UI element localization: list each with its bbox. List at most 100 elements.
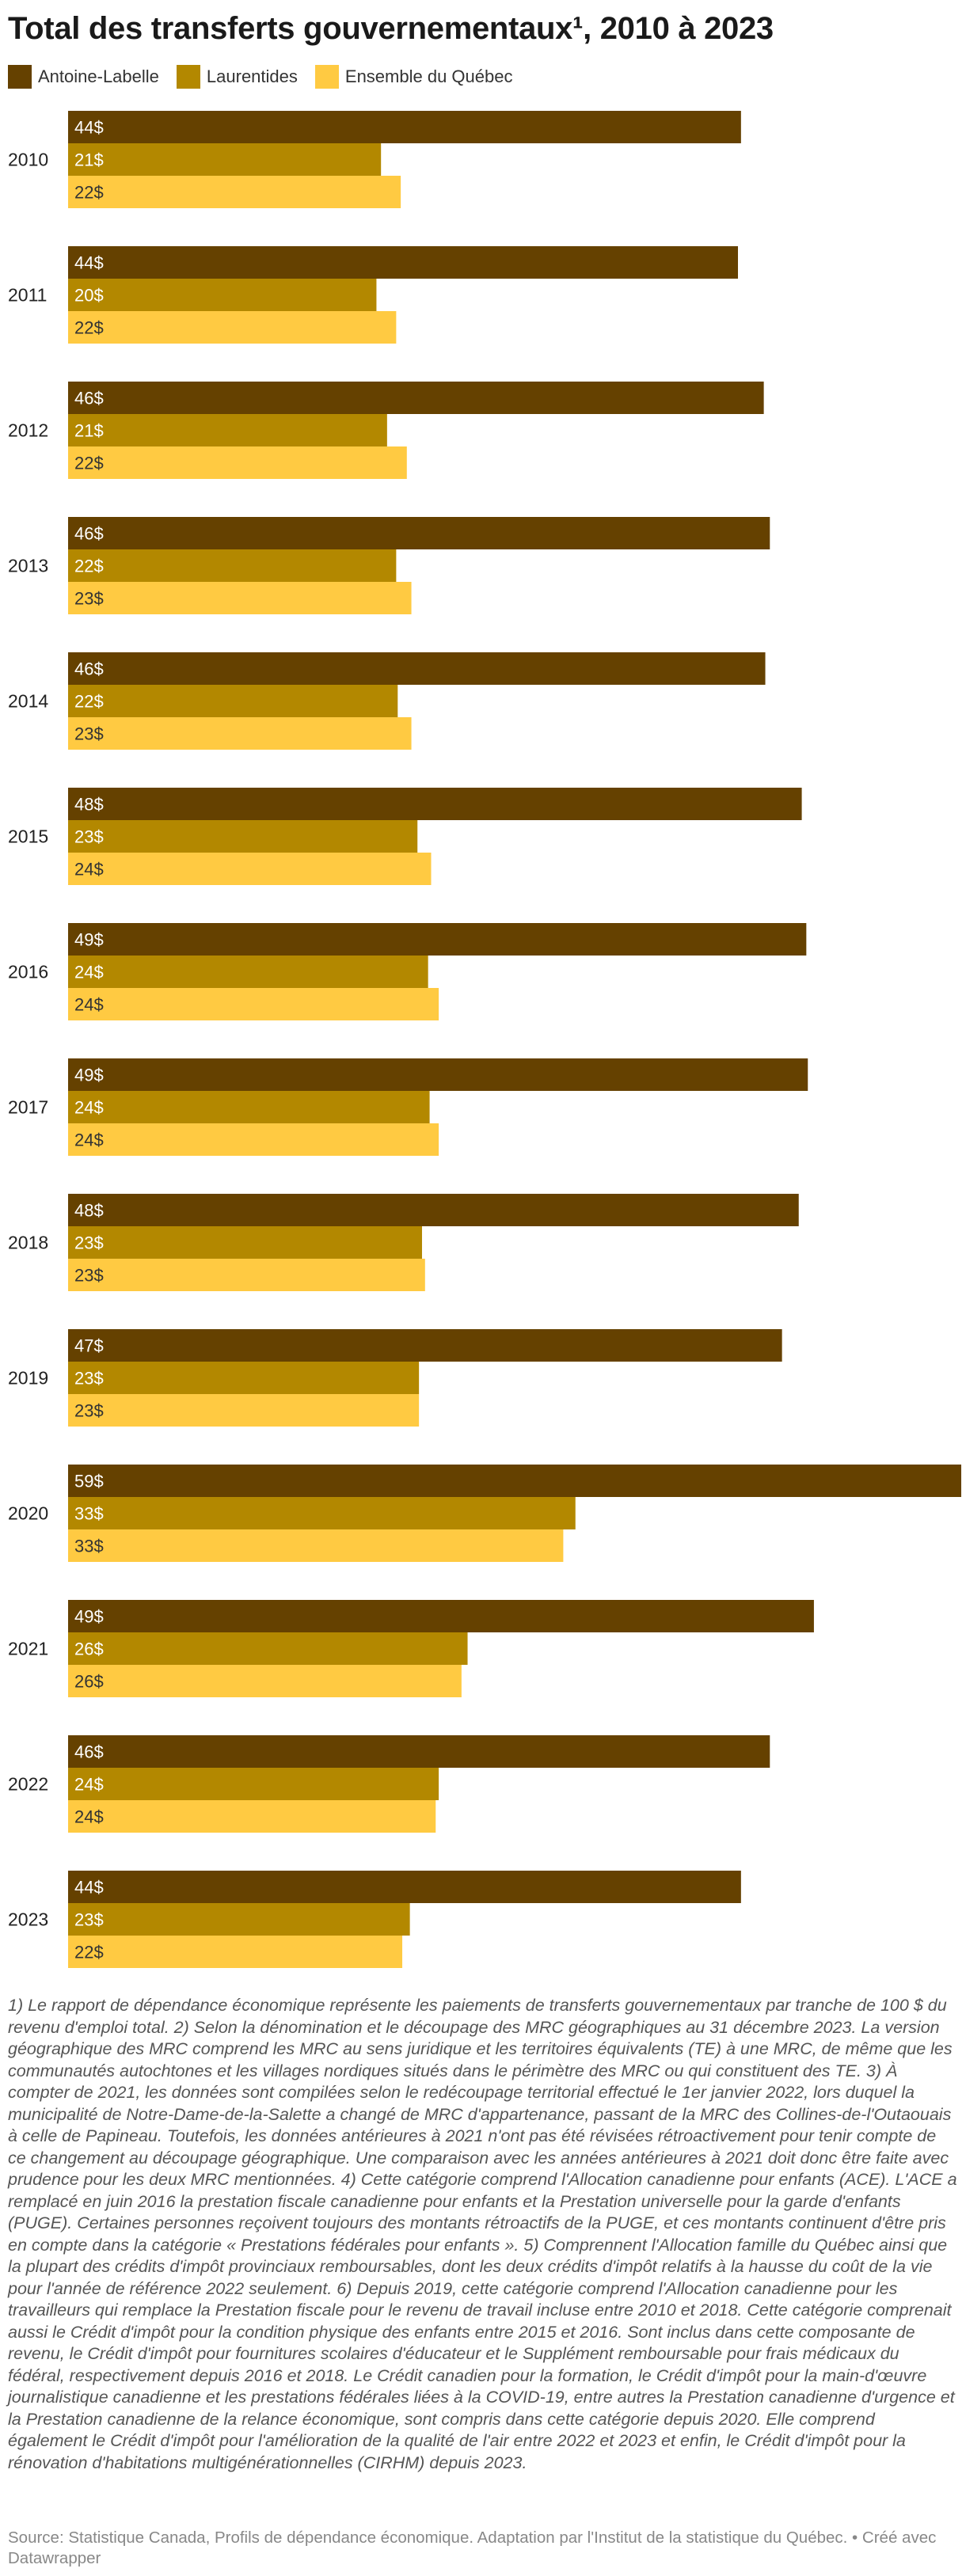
bar-ensemble-du-quebec-2019	[68, 1394, 420, 1427]
value-label-laurentides-2012: 21$	[74, 421, 104, 441]
value-label-laurentides-2010: 21$	[74, 150, 104, 170]
bar-laurentides-2018	[68, 1226, 422, 1259]
value-label-antoine-labelle-2023: 44$	[74, 1878, 104, 1898]
value-label-ensemble-du-quebec-2013: 23$	[74, 589, 104, 609]
value-label-antoine-labelle-2019: 47$	[74, 1336, 104, 1356]
bar-antoine-labelle-2020	[68, 1465, 961, 1497]
year-label: 2023	[8, 1909, 48, 1930]
bar-antoine-labelle-2019	[68, 1329, 782, 1362]
bar-group-2010: 2010 44$ 21$ 22$	[8, 111, 741, 208]
bar-ensemble-du-quebec-2017	[68, 1123, 439, 1156]
bar-laurentides-2019	[68, 1362, 420, 1394]
bar-ensemble-du-quebec-2016	[68, 988, 439, 1020]
bar-ensemble-du-quebec-2010	[68, 176, 401, 208]
bar-ensemble-du-quebec-2020	[68, 1529, 564, 1562]
bar-laurentides-2013	[68, 549, 397, 582]
value-label-ensemble-du-quebec-2011: 22$	[74, 318, 104, 338]
bar-laurentides-2017	[68, 1091, 430, 1123]
legend-swatch-ensemble-du-quebec	[314, 65, 339, 89]
legend-item-laurentides: Laurentides	[176, 65, 298, 89]
bar-laurentides-2014	[68, 685, 398, 717]
bar-ensemble-du-quebec-2012	[68, 446, 407, 479]
year-label: 2017	[8, 1097, 48, 1118]
year-label: 2015	[8, 826, 48, 847]
value-label-ensemble-du-quebec-2017: 24$	[74, 1130, 104, 1150]
bar-antoine-labelle-2012	[68, 382, 764, 414]
value-label-laurentides-2011: 20$	[74, 286, 104, 306]
legend-item-ensemble-du-quebec: Ensemble du Québec	[314, 65, 513, 89]
value-label-laurentides-2013: 22$	[74, 557, 104, 576]
value-label-antoine-labelle-2010: 44$	[74, 118, 104, 138]
bar-antoine-labelle-2016	[68, 923, 807, 956]
legend-swatch-laurentides	[176, 65, 200, 89]
year-label: 2010	[8, 150, 48, 170]
value-label-antoine-labelle-2020: 59$	[74, 1472, 104, 1491]
bar-antoine-labelle-2015	[68, 788, 802, 820]
source-credit: Source: Statistique Canada, Profils de d…	[8, 2529, 937, 2567]
bar-antoine-labelle-2023	[68, 1871, 741, 1903]
year-label: 2013	[8, 556, 48, 576]
bar-ensemble-du-quebec-2022	[68, 1800, 436, 1833]
year-label: 2019	[8, 1368, 48, 1389]
value-label-ensemble-du-quebec-2021: 26$	[74, 1672, 104, 1692]
value-label-ensemble-du-quebec-2019: 23$	[74, 1401, 104, 1421]
value-label-laurentides-2023: 23$	[74, 1910, 104, 1930]
value-label-laurentides-2022: 24$	[74, 1775, 104, 1795]
bar-antoine-labelle-2014	[68, 652, 766, 685]
value-label-laurentides-2017: 24$	[74, 1098, 104, 1118]
value-label-antoine-labelle-2011: 44$	[74, 253, 104, 273]
value-label-laurentides-2021: 26$	[74, 1639, 104, 1659]
bar-antoine-labelle-2013	[68, 517, 770, 549]
value-label-antoine-labelle-2021: 49$	[74, 1607, 104, 1627]
value-label-ensemble-du-quebec-2023: 22$	[74, 1943, 104, 1962]
bar-chart: 201044$21$22$201144$20$22$201246$21$22$2…	[8, 111, 961, 1968]
value-label-laurentides-2014: 22$	[74, 692, 104, 712]
bar-laurentides-2022	[68, 1768, 439, 1800]
bar-ensemble-du-quebec-2014	[68, 717, 412, 750]
bar-group-2022: 2022 46$ 24$ 24$	[8, 1735, 770, 1833]
value-label-antoine-labelle-2015: 48$	[74, 795, 104, 815]
bar-group-2017: 2017 49$ 24$ 24$	[8, 1058, 808, 1156]
bar-ensemble-du-quebec-2011	[68, 311, 397, 344]
year-label: 2011	[8, 285, 47, 306]
bar-laurentides-2020	[68, 1497, 576, 1529]
bar-ensemble-du-quebec-2021	[68, 1665, 462, 1697]
year-label: 2021	[8, 1639, 48, 1659]
value-label-antoine-labelle-2017: 49$	[74, 1066, 104, 1085]
bar-laurentides-2016	[68, 956, 428, 988]
bar-group-2012: 2012 46$ 21$ 22$	[8, 382, 764, 479]
value-label-ensemble-du-quebec-2015: 24$	[74, 860, 104, 880]
legend-label-ensemble-du-quebec: Ensemble du Québec	[344, 66, 513, 86]
year-label: 2022	[8, 1774, 48, 1795]
legend: Antoine-Labelle Laurentides Ensemble du …	[8, 63, 530, 90]
bar-antoine-labelle-2021	[68, 1600, 814, 1632]
bar-group-2011: 2011 44$ 20$ 22$	[8, 246, 738, 344]
value-label-antoine-labelle-2013: 46$	[74, 524, 104, 544]
value-label-laurentides-2015: 23$	[74, 827, 104, 847]
value-label-ensemble-du-quebec-2012: 22$	[74, 454, 104, 473]
value-label-ensemble-du-quebec-2022: 24$	[74, 1807, 104, 1827]
value-label-ensemble-du-quebec-2018: 23$	[74, 1266, 104, 1286]
bar-ensemble-du-quebec-2018	[68, 1259, 425, 1291]
bar-laurentides-2023	[68, 1903, 410, 1936]
bar-group-2014: 2014 46$ 22$ 23$	[8, 652, 766, 750]
value-label-antoine-labelle-2012: 46$	[74, 389, 104, 408]
bar-laurentides-2012	[68, 414, 387, 446]
bar-group-2015: 2015 48$ 23$ 24$	[8, 788, 802, 885]
legend-swatch-antoine-labelle	[8, 65, 32, 89]
value-label-laurentides-2019: 23$	[74, 1369, 104, 1389]
bar-antoine-labelle-2010	[68, 111, 741, 143]
legend-label-laurentides: Laurentides	[206, 66, 298, 86]
footnotes: 1) Le rapport de dépendance économique r…	[8, 1996, 957, 2472]
value-label-antoine-labelle-2018: 48$	[74, 1201, 104, 1221]
bar-antoine-labelle-2017	[68, 1058, 808, 1091]
value-label-laurentides-2020: 33$	[74, 1504, 104, 1524]
bar-group-2016: 2016 49$ 24$ 24$	[8, 923, 807, 1020]
bar-group-2023: 2023 44$ 23$ 22$	[8, 1871, 741, 1968]
bar-ensemble-du-quebec-2015	[68, 853, 432, 885]
value-label-antoine-labelle-2014: 46$	[74, 659, 104, 679]
bar-group-2020: 2020 59$ 33$ 33$	[8, 1465, 961, 1562]
bar-group-2013: 2013 46$ 22$ 23$	[8, 517, 770, 614]
year-label: 2016	[8, 962, 48, 982]
bar-laurentides-2021	[68, 1632, 468, 1665]
